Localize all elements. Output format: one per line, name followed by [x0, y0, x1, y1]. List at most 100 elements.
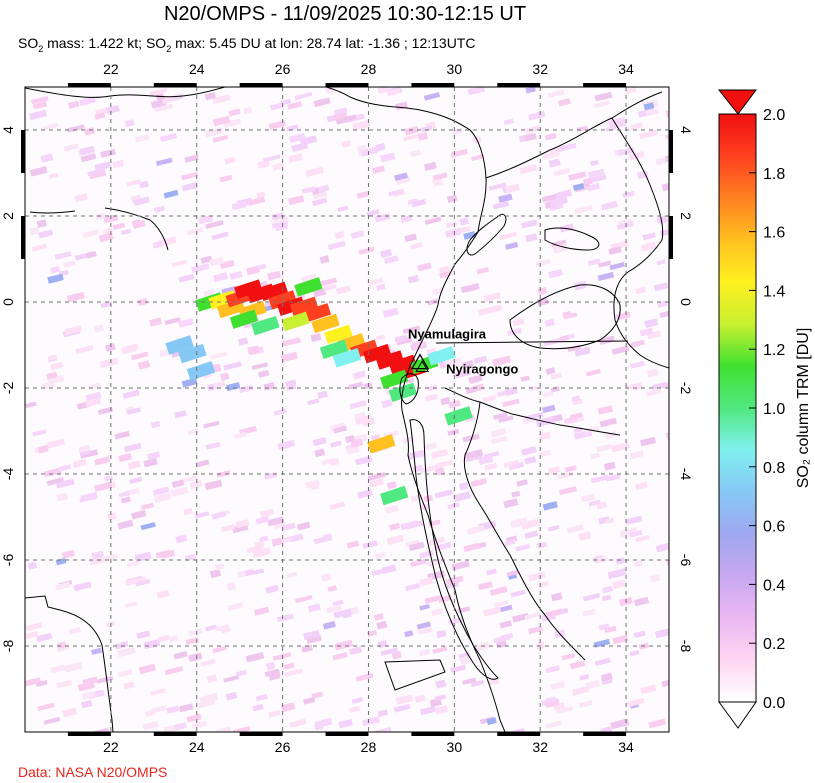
lat-tick-label: -6 [678, 554, 694, 567]
background-pixel [255, 516, 270, 525]
background-pixel [499, 620, 513, 629]
background-pixel [386, 481, 397, 490]
background-pixel [604, 625, 617, 634]
background-pixel [87, 168, 106, 177]
background-pixel [307, 398, 320, 406]
background-pixel [310, 332, 322, 343]
background-pixel [642, 232, 656, 241]
background-pixel [46, 371, 58, 380]
background-pixel [341, 140, 351, 148]
map-title: N20/OMPS - 11/09/2025 10:30-12:15 UT [163, 3, 527, 25]
background-pixel [37, 702, 55, 711]
plume-pixel [311, 313, 340, 334]
background-pixel [94, 112, 106, 120]
background-pixel [659, 309, 669, 318]
background-pixel [68, 100, 80, 109]
background-pixel [558, 98, 571, 107]
background-pixel [504, 241, 519, 250]
background-pixel [633, 630, 646, 639]
background-pixel [536, 541, 548, 549]
background-pixel [569, 660, 586, 670]
background-pixel [139, 180, 149, 189]
background-pixel [225, 382, 241, 392]
background-pixel [579, 700, 593, 708]
background-pixel [645, 108, 660, 117]
background-pixel [605, 473, 621, 482]
background-pixel [225, 691, 238, 701]
background-pixel [314, 448, 326, 458]
background-pixel [147, 451, 161, 461]
coastline-northwest [29, 207, 169, 251]
background-pixel [226, 582, 237, 591]
background-pixel [506, 569, 520, 577]
background-pixel [262, 154, 281, 163]
lon-tick-label: 28 [361, 739, 377, 755]
background-pixel [394, 172, 409, 181]
background-pixel [185, 637, 199, 645]
background-pixel [155, 93, 165, 101]
background-pixel [510, 589, 526, 598]
background-pixel [255, 693, 268, 702]
background-pixel [579, 674, 590, 681]
background-pixel [133, 196, 150, 206]
coastlines-borders [25, 87, 669, 732]
background-pixel [301, 186, 316, 195]
background-pixel [124, 601, 138, 609]
background-pixel [402, 325, 421, 335]
background-pixel [593, 638, 611, 648]
background-pixel [541, 193, 558, 203]
background-pixel [273, 408, 288, 416]
background-pixel [235, 519, 250, 529]
background-pixel [120, 496, 131, 504]
background-pixel [143, 638, 161, 650]
background-pixel [420, 705, 437, 716]
background-pixel [181, 475, 199, 484]
lake [399, 373, 419, 405]
background-pixel [203, 420, 220, 429]
background-pixel [310, 482, 320, 491]
background-pixel [286, 383, 297, 391]
background-pixel [373, 612, 384, 621]
background-pixel [665, 222, 669, 229]
background-pixel [505, 183, 520, 194]
background-pixel [424, 442, 437, 451]
background-pixel [459, 217, 470, 226]
background-pixel [256, 159, 270, 169]
background-pixel [597, 555, 608, 564]
background-pixel [137, 360, 151, 370]
background-pixel [404, 630, 414, 638]
background-pixel [504, 539, 516, 546]
background-pixel [622, 190, 635, 199]
colorbar-tick-label: 1.6 [763, 225, 785, 242]
background-pixel [434, 705, 449, 715]
background-pixel [188, 628, 203, 637]
background-pixel [601, 200, 618, 211]
background-pixel [320, 572, 332, 582]
volcano-label: Nyiragongo [446, 361, 518, 376]
background-pixel [349, 400, 367, 410]
background-pixel [418, 551, 429, 559]
ruler-segment [239, 732, 283, 736]
background-pixel [665, 133, 669, 140]
background-pixel [178, 703, 194, 713]
background-pixel [100, 148, 116, 158]
background-pixel [492, 304, 503, 313]
background-pixel [284, 379, 297, 387]
background-pixel [232, 726, 251, 732]
lat-tick-label: 2 [678, 212, 694, 220]
background-pixel [524, 456, 537, 465]
background-pixel [171, 479, 185, 488]
background-pixel [50, 361, 64, 370]
background-pixel [337, 205, 349, 212]
background-pixel [569, 412, 583, 420]
colorbar-tick-label: 1.2 [763, 342, 785, 359]
background-pixel [307, 603, 321, 613]
lake [509, 284, 621, 350]
colorbar-tick-label: 0.0 [763, 695, 785, 712]
background-pixel [181, 182, 198, 192]
plume-pixel [444, 406, 473, 426]
background-pixel [556, 471, 574, 480]
background-pixel [549, 196, 568, 208]
background-pixel [268, 120, 287, 130]
lake [544, 227, 600, 251]
